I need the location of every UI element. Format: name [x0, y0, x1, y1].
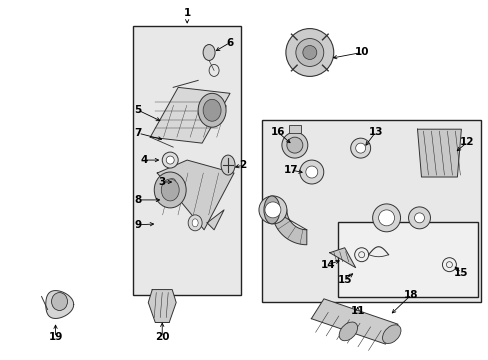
Ellipse shape — [203, 99, 221, 121]
Polygon shape — [157, 160, 234, 230]
Bar — [133, 26, 241, 294]
Ellipse shape — [281, 132, 307, 158]
Polygon shape — [150, 87, 229, 143]
Ellipse shape — [162, 152, 178, 168]
Text: 6: 6 — [226, 37, 233, 48]
Ellipse shape — [154, 172, 186, 208]
Ellipse shape — [414, 213, 424, 223]
Text: 2: 2 — [239, 160, 246, 170]
Text: 4: 4 — [141, 155, 148, 165]
Ellipse shape — [221, 155, 235, 175]
Ellipse shape — [51, 293, 67, 310]
Ellipse shape — [299, 160, 323, 184]
Ellipse shape — [355, 143, 365, 153]
Polygon shape — [46, 291, 74, 319]
Text: 7: 7 — [134, 128, 142, 138]
Text: 1: 1 — [183, 8, 190, 18]
Text: 12: 12 — [459, 137, 474, 147]
Ellipse shape — [264, 202, 280, 218]
Ellipse shape — [203, 45, 215, 60]
Text: 15: 15 — [337, 275, 351, 285]
Text: 15: 15 — [453, 267, 468, 278]
Polygon shape — [417, 129, 461, 177]
Polygon shape — [329, 248, 355, 268]
Ellipse shape — [286, 137, 302, 153]
Polygon shape — [207, 210, 224, 230]
Ellipse shape — [198, 93, 225, 127]
Bar — [262, 120, 480, 302]
Text: 19: 19 — [48, 332, 62, 342]
Text: 14: 14 — [320, 260, 334, 270]
Ellipse shape — [302, 45, 316, 59]
Ellipse shape — [259, 196, 286, 224]
Text: 20: 20 — [155, 332, 169, 342]
Text: 17: 17 — [283, 165, 298, 175]
Ellipse shape — [285, 28, 333, 76]
Text: 8: 8 — [134, 195, 142, 205]
Text: 18: 18 — [404, 289, 418, 300]
Ellipse shape — [192, 219, 198, 227]
Bar — [288, 125, 300, 133]
Text: 16: 16 — [270, 127, 285, 137]
Bar — [337, 222, 477, 297]
Ellipse shape — [188, 215, 202, 231]
Ellipse shape — [372, 204, 400, 232]
Ellipse shape — [305, 166, 317, 178]
Text: 3: 3 — [158, 177, 165, 187]
Ellipse shape — [350, 138, 370, 158]
Polygon shape — [271, 210, 306, 245]
Ellipse shape — [165, 175, 179, 189]
Ellipse shape — [161, 179, 179, 201]
Ellipse shape — [168, 179, 175, 185]
Text: 5: 5 — [134, 105, 142, 115]
Ellipse shape — [382, 325, 400, 343]
Polygon shape — [311, 299, 397, 344]
Ellipse shape — [339, 322, 357, 341]
Ellipse shape — [264, 196, 279, 224]
Ellipse shape — [378, 210, 394, 226]
Text: 10: 10 — [354, 48, 368, 58]
Text: 9: 9 — [135, 220, 142, 230]
Ellipse shape — [166, 156, 174, 164]
Ellipse shape — [407, 207, 429, 229]
Ellipse shape — [295, 39, 323, 67]
Text: 13: 13 — [367, 127, 382, 137]
Text: 11: 11 — [350, 306, 364, 316]
Polygon shape — [148, 289, 176, 323]
